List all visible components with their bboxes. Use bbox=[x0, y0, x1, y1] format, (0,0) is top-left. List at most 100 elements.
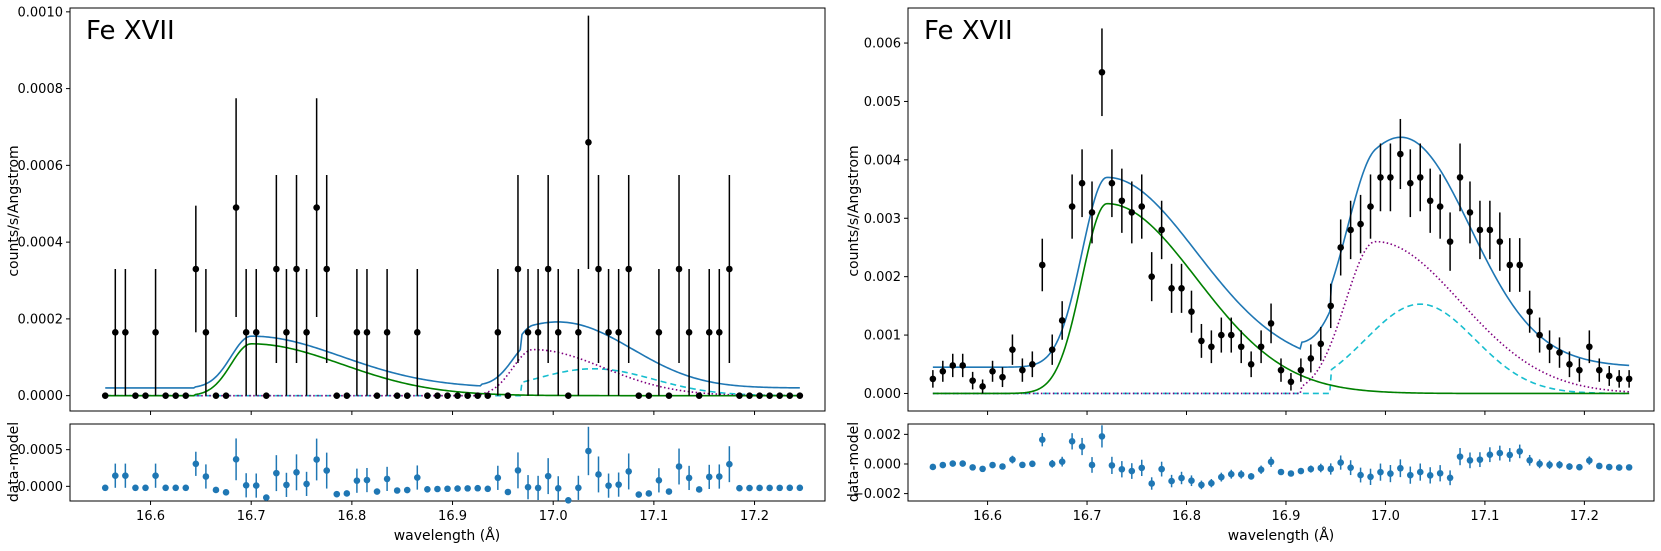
residual-point bbox=[504, 488, 512, 496]
data-point bbox=[625, 265, 632, 273]
model-curve-line-2 bbox=[932, 240, 1630, 395]
residual-point bbox=[1625, 464, 1633, 471]
data-point bbox=[1615, 375, 1623, 383]
residual-point bbox=[565, 496, 572, 504]
data-point bbox=[504, 392, 512, 399]
x-tick-label: 16.6 bbox=[136, 509, 165, 524]
data-point bbox=[1536, 331, 1543, 339]
residual-point bbox=[705, 473, 713, 481]
data-point bbox=[383, 329, 391, 336]
residual-point bbox=[484, 485, 492, 493]
residual-point bbox=[1058, 458, 1066, 465]
data-point bbox=[1247, 360, 1255, 368]
residual-point bbox=[1287, 470, 1295, 477]
residual-point bbox=[1247, 473, 1255, 480]
residual-point bbox=[1108, 462, 1116, 469]
y-tick-label: 0.003 bbox=[864, 212, 901, 227]
residual-point bbox=[1536, 460, 1543, 468]
data-point bbox=[162, 392, 169, 399]
residual-point bbox=[1586, 457, 1593, 464]
data-point bbox=[786, 392, 794, 399]
residual-point bbox=[1118, 465, 1126, 473]
y-tick-label: 0.0010 bbox=[18, 5, 64, 20]
residual-point bbox=[293, 469, 300, 476]
data-point bbox=[142, 392, 149, 399]
data-point bbox=[989, 367, 996, 375]
data-point bbox=[1357, 220, 1364, 228]
data-point bbox=[685, 329, 693, 336]
residual-point bbox=[192, 460, 200, 468]
residual-point bbox=[595, 471, 602, 478]
data-point bbox=[534, 329, 542, 336]
data-point bbox=[746, 392, 753, 399]
residual-point bbox=[1387, 470, 1394, 477]
data-point bbox=[1566, 360, 1573, 368]
data-point bbox=[293, 265, 300, 273]
residual-point bbox=[1446, 474, 1454, 482]
residual-point bbox=[424, 485, 431, 493]
data-point bbox=[1078, 179, 1086, 187]
data-point bbox=[333, 392, 341, 399]
residual-point bbox=[796, 484, 804, 492]
data-point bbox=[1476, 226, 1484, 234]
data-point bbox=[1208, 343, 1215, 351]
data-point bbox=[1367, 203, 1374, 210]
data-point bbox=[454, 392, 461, 399]
x-tick-label: 16.7 bbox=[237, 509, 266, 524]
data-point bbox=[132, 392, 139, 399]
residual-point bbox=[444, 485, 451, 493]
residual-point bbox=[1327, 465, 1335, 473]
data-point bbox=[1019, 366, 1026, 374]
data-point bbox=[1496, 238, 1504, 245]
data-point bbox=[1128, 209, 1136, 216]
data-point bbox=[1387, 174, 1394, 181]
residual-point bbox=[1456, 453, 1464, 460]
data-point bbox=[1048, 346, 1056, 353]
residual-point bbox=[655, 477, 663, 484]
residual-point bbox=[1397, 464, 1404, 472]
data-point bbox=[1605, 372, 1613, 380]
residual-point bbox=[514, 467, 522, 474]
data-point bbox=[222, 392, 230, 399]
x-tick-label: 16.9 bbox=[1271, 509, 1300, 524]
data-point bbox=[635, 392, 643, 399]
data-point bbox=[474, 392, 482, 399]
data-point bbox=[1009, 346, 1016, 353]
data-point bbox=[999, 373, 1006, 381]
data-point bbox=[263, 392, 270, 399]
y-tick-label: 0.0006 bbox=[18, 159, 64, 174]
residual-point bbox=[1078, 443, 1086, 450]
residual-point bbox=[1317, 464, 1325, 472]
x-tick-label: 17.2 bbox=[740, 509, 769, 524]
x-tick-label: 17.2 bbox=[1570, 509, 1599, 524]
residual-point bbox=[1297, 467, 1305, 475]
data-point bbox=[1426, 197, 1434, 205]
residual-point bbox=[343, 490, 351, 497]
residual-point bbox=[383, 475, 391, 483]
residual-point bbox=[1466, 457, 1474, 464]
residual-point bbox=[685, 474, 693, 482]
residual-point bbox=[1576, 463, 1583, 471]
residual-point bbox=[273, 469, 280, 477]
right-y-axis-label: counts/s/Angstrom bbox=[846, 145, 862, 276]
residual-point bbox=[544, 472, 552, 480]
residual-point bbox=[695, 486, 703, 493]
data-point bbox=[1198, 337, 1205, 345]
data-point bbox=[1586, 343, 1593, 351]
data-point bbox=[544, 265, 552, 273]
data-point bbox=[1446, 238, 1454, 245]
residual-point bbox=[323, 467, 331, 474]
residual-point bbox=[1038, 436, 1046, 444]
residual-point bbox=[1237, 471, 1245, 478]
residual-point bbox=[252, 482, 260, 489]
residual-point bbox=[1178, 474, 1185, 482]
residual-point bbox=[645, 490, 653, 497]
residual-point bbox=[162, 484, 169, 492]
model-curve-total-model bbox=[105, 321, 800, 389]
data-point bbox=[1576, 366, 1583, 374]
model-curve-total-model bbox=[932, 136, 1630, 368]
residual-point bbox=[1367, 473, 1374, 481]
residual-point bbox=[716, 473, 723, 480]
residual-point bbox=[575, 484, 582, 492]
